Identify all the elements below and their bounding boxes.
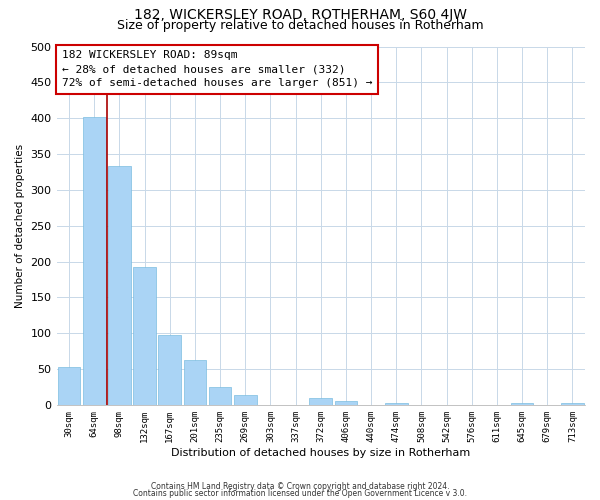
Text: Contains HM Land Registry data © Crown copyright and database right 2024.: Contains HM Land Registry data © Crown c… (151, 482, 449, 491)
Bar (335, 401, 357, 405)
Bar (158, 336, 181, 405)
Bar (83, 118, 106, 405)
Bar (234, 395, 257, 405)
Text: 182, WICKERSLEY ROAD, ROTHERHAM, S60 4JW: 182, WICKERSLEY ROAD, ROTHERHAM, S60 4JW (133, 8, 467, 22)
Bar (184, 360, 206, 405)
Bar (310, 398, 332, 405)
Text: Contains public sector information licensed under the Open Government Licence v : Contains public sector information licen… (133, 488, 467, 498)
Bar (108, 166, 131, 405)
Bar (385, 404, 407, 405)
Bar (209, 387, 232, 405)
Text: 182 WICKERSLEY ROAD: 89sqm
← 28% of detached houses are smaller (332)
72% of sem: 182 WICKERSLEY ROAD: 89sqm ← 28% of deta… (62, 50, 373, 88)
Bar (58, 367, 80, 405)
Bar (511, 404, 533, 405)
X-axis label: Distribution of detached houses by size in Rotherham: Distribution of detached houses by size … (171, 448, 470, 458)
Bar (133, 267, 156, 405)
Bar (561, 404, 584, 405)
Y-axis label: Number of detached properties: Number of detached properties (15, 144, 25, 308)
Text: Size of property relative to detached houses in Rotherham: Size of property relative to detached ho… (116, 18, 484, 32)
